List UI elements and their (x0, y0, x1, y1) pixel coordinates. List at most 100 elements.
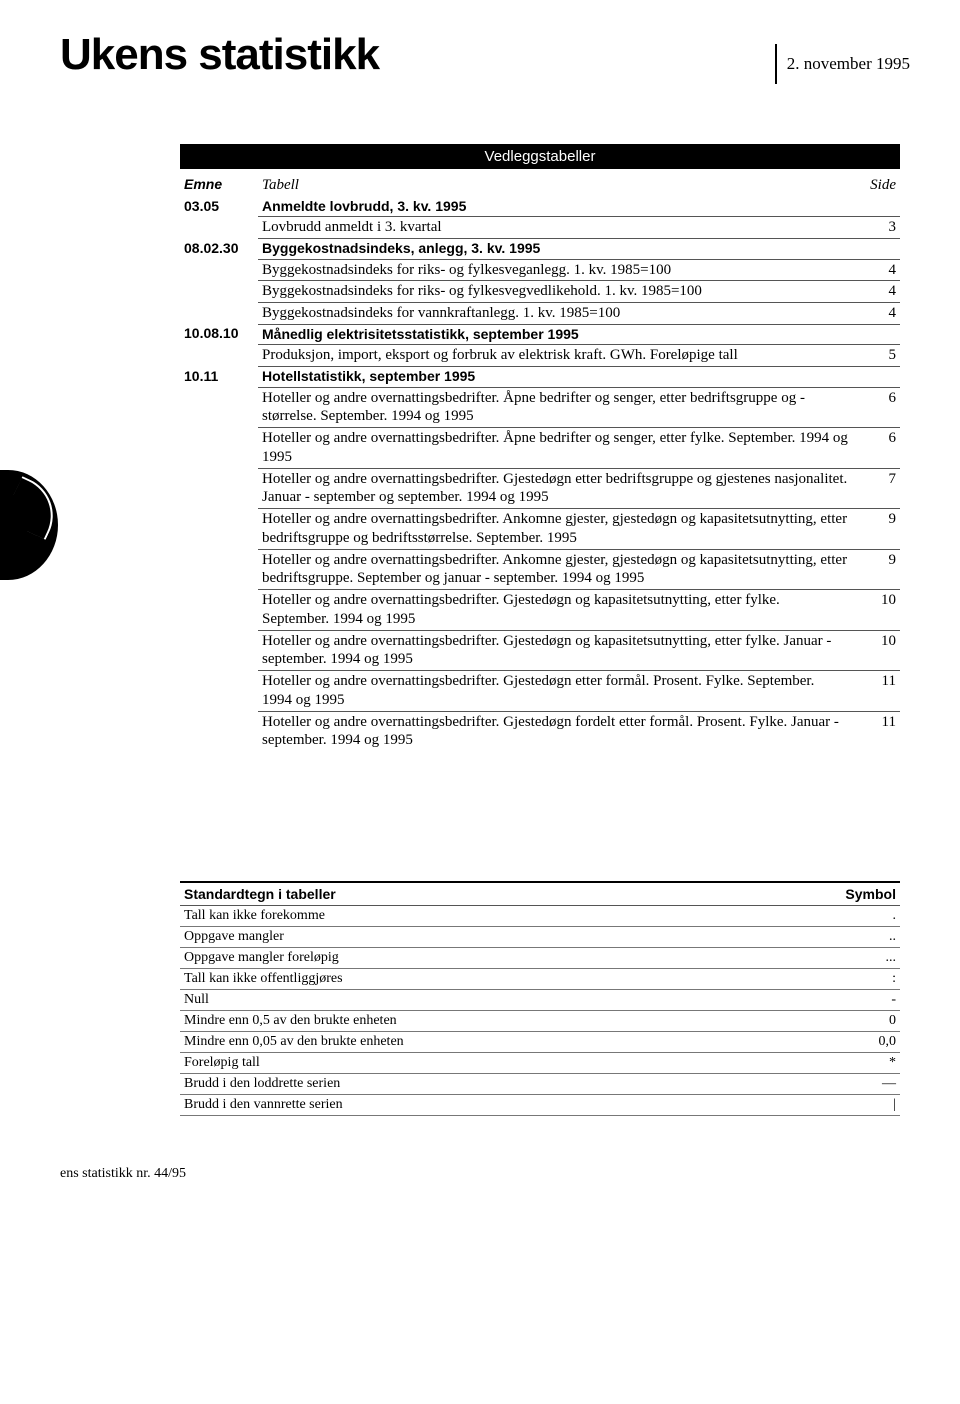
symbols-header-left: Standardtegn i tabeller (180, 882, 812, 906)
symbol-glyph: .. (812, 927, 900, 948)
page-title: Ukens statistikk (60, 30, 379, 80)
symbol-row: Oppgave mangler.. (180, 927, 900, 948)
page-header: Ukens statistikk 2. november 1995 (60, 30, 910, 84)
row-label: Byggekostnadsindeks for riks- og fylkesv… (258, 259, 852, 281)
row-label: Hoteller og andre overnattingsbedrifter.… (258, 549, 852, 590)
symbols-header-right: Symbol (812, 882, 900, 906)
row-label: Hoteller og andre overnattingsbedrifter.… (258, 630, 852, 671)
row-label: Byggekostnadsindeks for vannkraftanlegg.… (258, 303, 852, 325)
symbol-desc: Oppgave mangler foreløpig (180, 948, 812, 969)
side-tab-arrow (2, 476, 66, 540)
symbol-desc: Foreløpig tall (180, 1053, 812, 1074)
table-row: Hoteller og andre overnattingsbedrifter.… (180, 549, 900, 590)
table-row: Byggekostnadsindeks for vannkraftanlegg.… (180, 303, 900, 325)
row-page: 4 (852, 259, 900, 281)
row-page: 11 (852, 671, 900, 712)
row-code (180, 630, 258, 671)
symbol-desc: Tall kan ikke forekomme (180, 906, 812, 927)
row-label: Produksjon, import, eksport og forbruk a… (258, 345, 852, 367)
table-row: Hoteller og andre overnattingsbedrifter.… (180, 509, 900, 550)
table-row: Hoteller og andre overnattingsbedrifter.… (180, 630, 900, 671)
page-footer: ens statistikk nr. 44/95 (60, 1166, 910, 1182)
symbol-desc: Oppgave mangler (180, 927, 812, 948)
table-row: Lovbrudd anmeldt i 3. kvartal3 (180, 217, 900, 239)
symbol-glyph: 0,0 (812, 1032, 900, 1053)
symbol-row: Mindre enn 0,5 av den brukte enheten0 (180, 1011, 900, 1032)
row-code (180, 281, 258, 303)
row-page: 4 (852, 281, 900, 303)
row-page: 3 (852, 217, 900, 239)
row-code (180, 303, 258, 325)
row-label: Lovbrudd anmeldt i 3. kvartal (258, 217, 852, 239)
symbol-row: Brudd i den vannrette serien| (180, 1095, 900, 1116)
vedlegg-table-container: Vedleggstabeller Emne Tabell Side 03.05A… (180, 144, 900, 751)
symbols-table: Standardtegn i tabeller Symbol Tall kan … (180, 881, 900, 1116)
row-page (852, 197, 900, 217)
side-tab-decor (0, 470, 58, 580)
table-row: Produksjon, import, eksport og forbruk a… (180, 345, 900, 367)
symbol-row: Tall kan ikke forekomme. (180, 906, 900, 927)
row-page: 11 (852, 711, 900, 751)
symbol-desc: Brudd i den loddrette serien (180, 1074, 812, 1095)
table-row: Byggekostnadsindeks for riks- og fylkesv… (180, 281, 900, 303)
symbol-glyph: ... (812, 948, 900, 969)
row-label: Byggekostnadsindeks for riks- og fylkesv… (258, 281, 852, 303)
row-label: Hoteller og andre overnattingsbedrifter.… (258, 428, 852, 469)
row-page: 10 (852, 590, 900, 631)
symbol-desc: Mindre enn 0,5 av den brukte enheten (180, 1011, 812, 1032)
symbol-row: Oppgave mangler foreløpig... (180, 948, 900, 969)
row-code (180, 217, 258, 239)
symbols-header-row: Standardtegn i tabeller Symbol (180, 882, 900, 906)
symbol-glyph: | (812, 1095, 900, 1116)
row-page: 10 (852, 630, 900, 671)
table-row: Hoteller og andre overnattingsbedrifter.… (180, 671, 900, 712)
row-code (180, 711, 258, 751)
row-code: 10.08.10 (180, 324, 258, 345)
table-row: 08.02.30Byggekostnadsindeks, anlegg, 3. … (180, 239, 900, 260)
row-page: 4 (852, 303, 900, 325)
symbol-desc: Null (180, 990, 812, 1011)
row-page: 6 (852, 387, 900, 428)
symbol-glyph: * (812, 1053, 900, 1074)
row-code (180, 468, 258, 509)
row-page: 6 (852, 428, 900, 469)
row-label: Hoteller og andre overnattingsbedrifter.… (258, 590, 852, 631)
table-header-row: Emne Tabell Side (180, 175, 900, 197)
table-row: Byggekostnadsindeks for riks- og fylkesv… (180, 259, 900, 281)
row-code (180, 387, 258, 428)
row-code (180, 345, 258, 367)
col-tabell: Tabell (258, 175, 852, 197)
row-page: 9 (852, 509, 900, 550)
row-code: 03.05 (180, 197, 258, 217)
symbol-desc: Brudd i den vannrette serien (180, 1095, 812, 1116)
row-page: 9 (852, 549, 900, 590)
row-code: 08.02.30 (180, 239, 258, 260)
symbol-row: Tall kan ikke offentliggjøres: (180, 969, 900, 990)
row-code (180, 259, 258, 281)
row-code: 10.11 (180, 367, 258, 388)
row-label: Hotellstatistikk, september 1995 (258, 367, 852, 388)
row-page (852, 239, 900, 260)
row-page (852, 367, 900, 388)
row-label: Hoteller og andre overnattingsbedrifter.… (258, 671, 852, 712)
symbol-desc: Tall kan ikke offentliggjøres (180, 969, 812, 990)
symbol-glyph: . (812, 906, 900, 927)
symbol-glyph: — (812, 1074, 900, 1095)
table-row: Hoteller og andre overnattingsbedrifter.… (180, 428, 900, 469)
col-emne: Emne (180, 175, 258, 197)
row-page (852, 324, 900, 345)
row-label: Hoteller og andre overnattingsbedrifter.… (258, 711, 852, 751)
symbol-row: Brudd i den loddrette serien— (180, 1074, 900, 1095)
table-row: 10.08.10Månedlig elektrisitetsstatistikk… (180, 324, 900, 345)
section-banner: Vedleggstabeller (180, 144, 900, 169)
table-row: Hoteller og andre overnattingsbedrifter.… (180, 711, 900, 751)
symbol-row: Foreløpig tall* (180, 1053, 900, 1074)
symbol-desc: Mindre enn 0,05 av den brukte enheten (180, 1032, 812, 1053)
table-row: 10.11Hotellstatistikk, september 1995 (180, 367, 900, 388)
row-page: 7 (852, 468, 900, 509)
vedlegg-table: Emne Tabell Side 03.05Anmeldte lovbrudd,… (180, 175, 900, 751)
symbols-container: Standardtegn i tabeller Symbol Tall kan … (180, 881, 900, 1116)
symbol-row: Null- (180, 990, 900, 1011)
table-row: Hoteller og andre overnattingsbedrifter.… (180, 387, 900, 428)
symbol-glyph: 0 (812, 1011, 900, 1032)
